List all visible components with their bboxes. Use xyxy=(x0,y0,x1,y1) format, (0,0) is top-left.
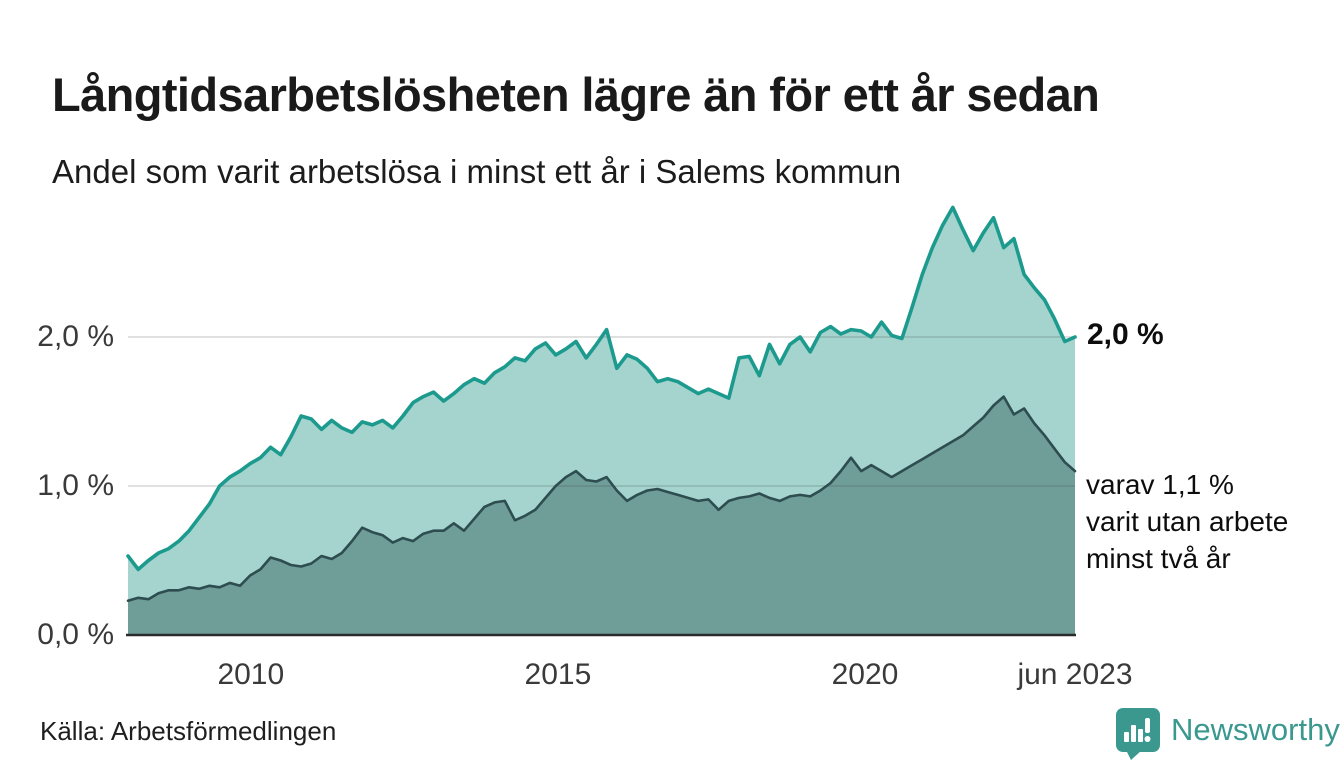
line-arbetslosa-minst-tva-ar xyxy=(126,395,1077,602)
x-axis-label: 2015 xyxy=(524,658,592,691)
end-note-annotation: varav 1,1 % varit utan arbete minst två … xyxy=(1086,466,1288,577)
x-axis-label: jun 2023 xyxy=(1017,658,1133,691)
x-axis-label: 2020 xyxy=(831,658,899,691)
y-axis-label: 0,0 % xyxy=(37,618,114,651)
page-subtitle: Andel som varit arbetslösa i minst ett å… xyxy=(52,153,902,190)
page-title: Långtidsarbetslösheten lägre än för ett … xyxy=(52,68,1100,122)
area-arbetslosa-minst-tva-ar xyxy=(128,396,1075,635)
end-value-label: 2,0 % xyxy=(1087,318,1164,351)
newsworthy-logo-text: Newsworthy xyxy=(1171,712,1340,747)
y-axis-label: 2,0 % xyxy=(37,320,114,353)
newsworthy-logo-icon xyxy=(1116,708,1160,760)
line-arbetslosa-minst-ett-ar xyxy=(126,205,1077,572)
x-axis-label: 2010 xyxy=(217,658,285,691)
source-attribution: Källa: Arbetsförmedlingen xyxy=(40,716,337,746)
end-note-line: varit utan arbete xyxy=(1086,506,1289,537)
y-axis-label: 1,0 % xyxy=(37,469,114,502)
end-note-line: minst två år xyxy=(1086,543,1231,574)
newsworthy-logo: Newsworthy xyxy=(1116,708,1340,760)
end-note-line: varav 1,1 % xyxy=(1086,469,1234,500)
